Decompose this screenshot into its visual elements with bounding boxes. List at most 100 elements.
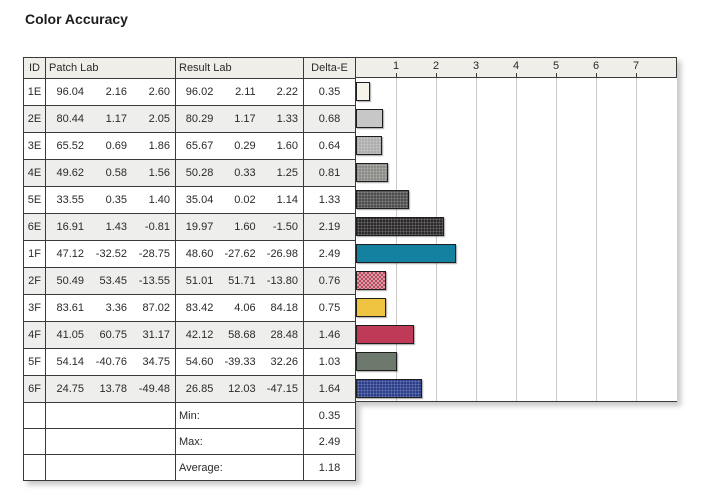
cell-result-lab: 96.02 2.11 2.22: [176, 79, 304, 106]
bar-row: [356, 159, 677, 186]
axis-tick-label: 2: [432, 60, 440, 72]
table-row: 2E 80.44 1.17 2.05 80.29 1.17 1.33 0.68: [24, 106, 356, 133]
gridline: [396, 78, 397, 401]
summary-value: 1.18: [304, 455, 356, 481]
cell-id: 3E: [24, 133, 46, 160]
table-row: 1F 47.12 -32.52 -28.75 48.60 -27.62 -26.98 2…: [24, 241, 356, 268]
cell-delta-e: 0.68: [304, 106, 356, 133]
cell-id: 5F: [24, 349, 46, 376]
table-row: 2F 50.49 53.45 -13.55 51.01 51.71 -13.80 0.7…: [24, 268, 356, 295]
table-row: 3F 83.61 3.36 87.02 83.42 4.06 84.18 0.75: [24, 295, 356, 322]
bar-row: [356, 186, 677, 213]
axis-tick-mark: [556, 73, 557, 77]
gridline: [476, 78, 477, 401]
cell-result-lab: 42.12 58.68 28.48: [176, 322, 304, 349]
page-title: Color Accuracy: [25, 11, 128, 27]
delta-e-bar-6E: [356, 217, 444, 236]
bar-row: [356, 105, 677, 132]
axis-tick-label: 5: [552, 60, 560, 72]
delta-e-bar-5F: [356, 352, 397, 371]
summary-label: Min:: [176, 403, 304, 429]
cell-id: 2E: [24, 106, 46, 133]
summary-row: Min: 0.35: [24, 403, 356, 429]
gridline: [636, 78, 637, 401]
axis-tick-label: 3: [472, 60, 480, 72]
table-row: 3E 65.52 0.69 1.86 65.67 0.29 1.60 0.64: [24, 133, 356, 160]
axis-tick-mark: [436, 73, 437, 77]
cell-result-lab: 26.85 12.03 -47.15: [176, 376, 304, 403]
summary-value: 0.35: [304, 403, 356, 429]
cell-patch-lab: 16.91 1.43 -0.81: [46, 214, 176, 241]
delta-e-bar-6F: [356, 379, 422, 398]
delta-e-bar-4F: [356, 325, 414, 344]
summary-label: Max:: [176, 429, 304, 455]
axis-tick-mark: [476, 73, 477, 77]
cell-delta-e: 1.03: [304, 349, 356, 376]
summary-label: Average:: [176, 455, 304, 481]
summary-value: 2.49: [304, 429, 356, 455]
table-row: 1E 96.04 2.16 2.60 96.02 2.11 2.22 0.35: [24, 79, 356, 106]
summary-row: Average: 1.18: [24, 455, 356, 481]
gridline: [596, 78, 597, 401]
bar-row: [356, 132, 677, 159]
table-row: 5F 54.14 -40.76 34.75 54.60 -39.33 32.26 1.0…: [24, 349, 356, 376]
delta-e-bar-2E: [356, 109, 383, 128]
cell-patch-lab: 65.52 0.69 1.86: [46, 133, 176, 160]
cell-id: 3F: [24, 295, 46, 322]
gridline: [556, 78, 557, 401]
cell-result-lab: 19.97 1.60 -1.50: [176, 214, 304, 241]
cell-id: 2F: [24, 268, 46, 295]
cell-empty-patch: [46, 403, 176, 429]
cell-delta-e: 1.64: [304, 376, 356, 403]
bar-row: [356, 375, 677, 402]
header-delta-e: Delta-E: [304, 58, 356, 79]
cell-result-lab: 51.01 51.71 -13.80: [176, 268, 304, 295]
chart-axis-header: 1 2 3 4 5 6 7: [356, 57, 677, 78]
cell-patch-lab: 50.49 53.45 -13.55: [46, 268, 176, 295]
bar-row: [356, 240, 677, 267]
axis-tick-mark: [596, 73, 597, 77]
header-result-lab: Result Lab: [176, 58, 304, 79]
axis-tick-mark: [636, 73, 637, 77]
bar-row: [356, 348, 677, 375]
cell-patch-lab: 41.05 60.75 31.17: [46, 322, 176, 349]
cell-patch-lab: 24.75 13.78 -49.48: [46, 376, 176, 403]
cell-delta-e: 2.19: [304, 214, 356, 241]
cell-result-lab: 48.60 -27.62 -26.98: [176, 241, 304, 268]
header-patch-lab: Patch Lab: [46, 58, 176, 79]
cell-result-lab: 83.42 4.06 84.18: [176, 295, 304, 322]
cell-empty-patch: [46, 429, 176, 455]
cell-id: 4F: [24, 322, 46, 349]
cell-empty-patch: [46, 455, 176, 481]
cell-patch-lab: 83.61 3.36 87.02: [46, 295, 176, 322]
cell-patch-lab: 80.44 1.17 2.05: [46, 106, 176, 133]
cell-patch-lab: 96.04 2.16 2.60: [46, 79, 176, 106]
header-id: ID: [24, 58, 46, 79]
axis-tick-label: 1: [392, 60, 400, 72]
axis-tick-label: 6: [592, 60, 600, 72]
delta-e-bar-4E: [356, 163, 388, 182]
bar-row: [356, 78, 677, 105]
cell-delta-e: 2.49: [304, 241, 356, 268]
table-header-row: ID Patch Lab Result Lab Delta-E: [24, 58, 356, 79]
delta-e-bar-3E: [356, 136, 382, 155]
cell-delta-e: 0.76: [304, 268, 356, 295]
chart-plot-area: [356, 78, 677, 402]
cell-delta-e: 0.81: [304, 160, 356, 187]
delta-e-bar-2F: [356, 271, 386, 290]
delta-e-chart: 1 2 3 4 5 6 7: [356, 57, 677, 402]
cell-delta-e: 0.35: [304, 79, 356, 106]
delta-e-bar-1E: [356, 82, 370, 101]
cell-id: 6E: [24, 214, 46, 241]
cell-result-lab: 65.67 0.29 1.60: [176, 133, 304, 160]
cell-id: 5E: [24, 187, 46, 214]
summary-row: Max: 2.49: [24, 429, 356, 455]
cell-delta-e: 0.75: [304, 295, 356, 322]
bar-row: [356, 294, 677, 321]
report-layout: ID Patch Lab Result Lab Delta-E 1E 96.04…: [23, 57, 677, 481]
table-row: 4E 49.62 0.58 1.56 50.28 0.33 1.25 0.81: [24, 160, 356, 187]
cell-delta-e: 1.33: [304, 187, 356, 214]
cell-patch-lab: 33.55 0.35 1.40: [46, 187, 176, 214]
axis-tick-mark: [396, 73, 397, 77]
